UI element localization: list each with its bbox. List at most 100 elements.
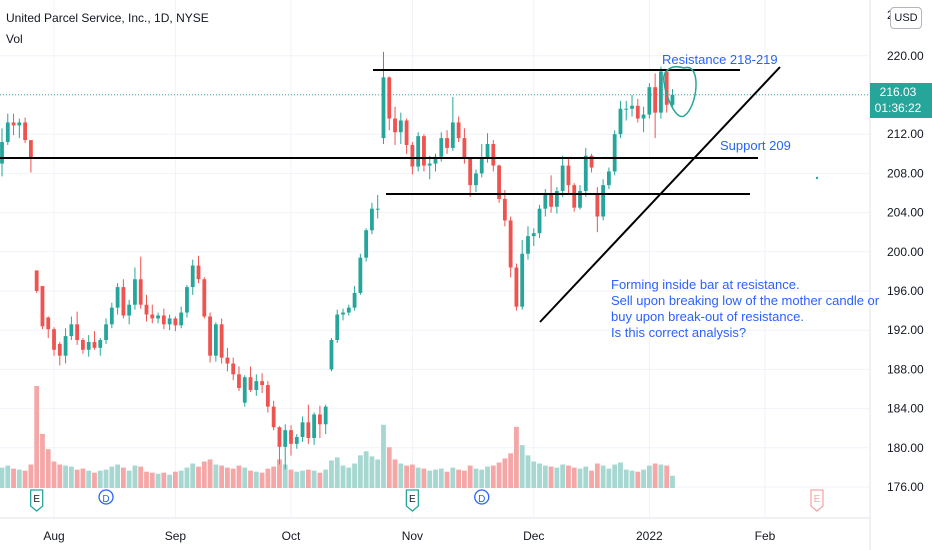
analysis-line-1: Forming inside bar at resistance. bbox=[611, 277, 800, 292]
candle bbox=[127, 299, 132, 325]
candle-body bbox=[583, 155, 588, 192]
candle-body bbox=[589, 155, 594, 168]
volume-indicator-label[interactable]: Vol bbox=[6, 32, 23, 46]
candle bbox=[34, 270, 39, 293]
candle bbox=[150, 304, 155, 324]
candle-body bbox=[647, 87, 652, 115]
volume-bar bbox=[68, 466, 74, 488]
marker-letter: E bbox=[33, 494, 40, 505]
candle-body bbox=[578, 191, 582, 208]
volume-bar bbox=[398, 463, 404, 488]
candle bbox=[40, 286, 45, 330]
drawings bbox=[0, 66, 819, 323]
volume-bar bbox=[479, 469, 485, 488]
bar-countdown: 01:36:22 bbox=[874, 101, 922, 115]
candle-body bbox=[208, 316, 212, 356]
volume-bar bbox=[259, 472, 265, 488]
dividend-marker-shape bbox=[98, 489, 114, 505]
earnings-marker-shape bbox=[30, 489, 44, 512]
candle-body bbox=[318, 414, 322, 425]
volume-bar bbox=[514, 426, 519, 488]
volume-bar bbox=[155, 473, 161, 488]
candle-body bbox=[520, 253, 525, 307]
volume-bar bbox=[167, 474, 173, 488]
volume-bar bbox=[126, 470, 132, 488]
analysis-line-3: buy upon break-out of resistance. bbox=[611, 309, 804, 324]
volume-bar bbox=[178, 470, 184, 488]
marker-letter: D bbox=[478, 494, 485, 505]
volume-bar bbox=[444, 471, 450, 488]
candle-body bbox=[277, 427, 282, 447]
earnings-marker[interactable]: E bbox=[810, 489, 824, 512]
volume-bar bbox=[658, 464, 664, 488]
candle bbox=[375, 194, 380, 219]
candle-body bbox=[612, 134, 617, 172]
volume-bar bbox=[57, 464, 63, 488]
volume-bar bbox=[548, 466, 554, 488]
earnings-marker[interactable]: E bbox=[405, 489, 420, 512]
candle bbox=[393, 106, 397, 145]
volume-bar bbox=[184, 467, 190, 488]
volume-bar bbox=[375, 459, 381, 488]
volume-bar bbox=[409, 464, 415, 488]
volume-bar bbox=[0, 467, 5, 488]
dividend-marker[interactable]: D bbox=[474, 489, 490, 505]
volume-bar bbox=[537, 463, 542, 488]
candle bbox=[381, 51, 386, 144]
candle-body bbox=[450, 122, 455, 148]
volume-bar bbox=[664, 465, 670, 488]
candle-body bbox=[618, 108, 623, 135]
candle-body bbox=[196, 265, 201, 280]
candle bbox=[63, 328, 68, 364]
candle-body bbox=[179, 312, 184, 326]
volume-bar bbox=[652, 463, 658, 488]
candle bbox=[254, 374, 259, 396]
currency-button[interactable]: USD bbox=[890, 7, 922, 29]
candle-body bbox=[312, 414, 317, 438]
dividend-marker[interactable]: D bbox=[98, 489, 114, 505]
volume-bar bbox=[213, 464, 219, 488]
candle bbox=[618, 100, 623, 139]
candle bbox=[647, 83, 652, 119]
volume-bar bbox=[352, 463, 357, 488]
candle-body bbox=[29, 140, 33, 159]
inside-bar-highlight-circle bbox=[663, 66, 697, 118]
volume-bar bbox=[462, 470, 467, 488]
candle bbox=[190, 259, 195, 295]
candle-body bbox=[306, 422, 311, 438]
candle-body bbox=[63, 336, 68, 356]
resistance-note[interactable]: Resistance 218-219 bbox=[662, 52, 778, 67]
candle-body bbox=[144, 304, 149, 315]
candle-body bbox=[69, 324, 74, 337]
candle-body bbox=[641, 114, 646, 119]
candle bbox=[81, 338, 85, 354]
earnings-marker[interactable]: E bbox=[30, 489, 44, 512]
candle-body bbox=[46, 317, 51, 330]
candle bbox=[52, 327, 56, 356]
candle-body bbox=[462, 138, 467, 159]
volume-bar bbox=[5, 465, 11, 488]
earnings-marker-shape bbox=[405, 489, 420, 512]
support-note[interactable]: Support 209 bbox=[720, 138, 791, 153]
volume-bar bbox=[225, 467, 230, 488]
symbol-title[interactable]: United Parcel Service, Inc., 1D, NYSE bbox=[6, 11, 209, 25]
volume-bar bbox=[277, 459, 282, 488]
candle-body bbox=[630, 105, 634, 109]
volume-bar bbox=[456, 469, 462, 488]
volume-bar bbox=[40, 433, 45, 488]
candle bbox=[433, 153, 438, 172]
candle-body bbox=[364, 230, 369, 258]
y-axis-tick-label: 176.00 bbox=[887, 480, 924, 494]
candle bbox=[161, 308, 166, 330]
volume-bar bbox=[311, 470, 317, 488]
analysis-note[interactable]: Forming inside bar at resistance. Sell u… bbox=[611, 277, 879, 341]
candle-body bbox=[133, 279, 137, 305]
volume-bar bbox=[265, 468, 271, 488]
candle-body bbox=[237, 374, 241, 389]
candle bbox=[318, 405, 322, 438]
candle bbox=[439, 132, 444, 162]
candle-body bbox=[659, 71, 663, 113]
volume-bar bbox=[11, 468, 16, 488]
candle-body bbox=[491, 144, 496, 166]
